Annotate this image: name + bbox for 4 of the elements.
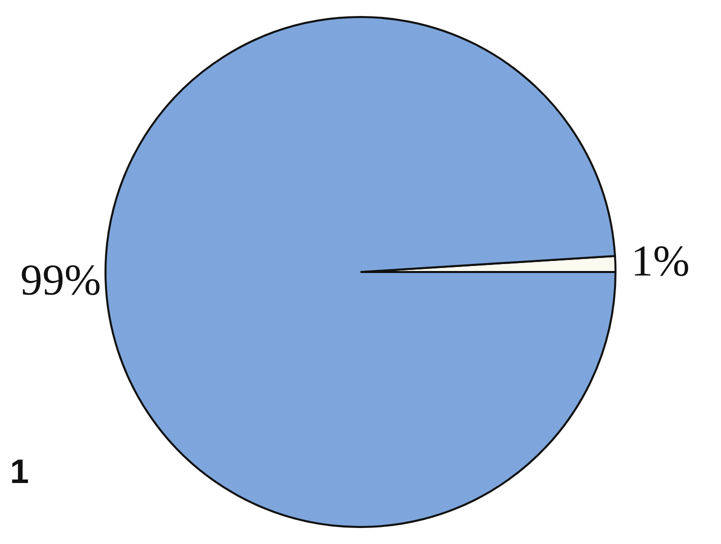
pie-slice <box>104 16 616 528</box>
data-label: 99% <box>20 255 101 304</box>
data-label: 1% <box>631 236 690 286</box>
text: 1 <box>10 453 29 491</box>
